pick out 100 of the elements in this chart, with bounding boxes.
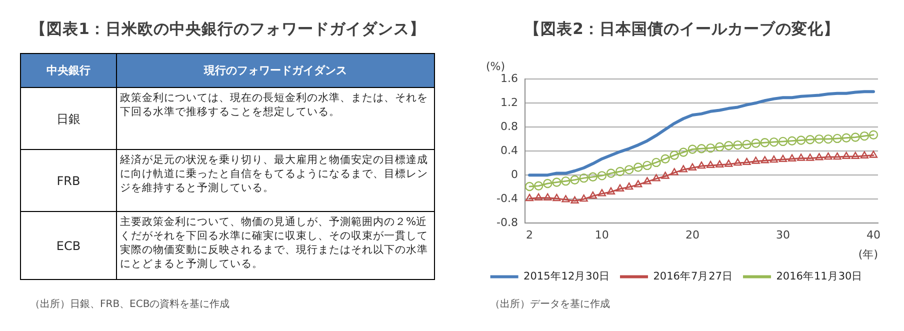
- point: [543, 178, 552, 188]
- point: [570, 175, 580, 184]
- point: [742, 158, 751, 166]
- point: [552, 194, 561, 202]
- point: [652, 158, 661, 168]
- point: [733, 140, 742, 150]
- text: （出所）日銀、FRB、ECBの資料を基に作成: [30, 298, 230, 311]
- text: 日銀: [20, 88, 116, 150]
- point: [696, 144, 706, 154]
- point: [778, 154, 788, 162]
- point: [851, 152, 860, 160]
- point: [606, 168, 616, 178]
- point: [580, 194, 588, 202]
- point: [815, 153, 824, 160]
- x-tick-label: 20: [685, 228, 700, 242]
- point: [715, 142, 724, 152]
- text: ECB: [20, 212, 116, 280]
- point: [588, 191, 597, 199]
- point: [534, 193, 543, 200]
- point: [716, 160, 724, 168]
- point: [734, 158, 742, 166]
- point: [679, 165, 688, 172]
- point: [842, 133, 851, 142]
- legend-label: 2016年7月27日: [653, 270, 734, 282]
- y-tick-label: 0.8: [500, 120, 518, 133]
- point: [860, 131, 870, 141]
- point: [524, 182, 534, 192]
- point: [706, 160, 715, 168]
- legend-label: 2015年12月30日: [524, 270, 610, 282]
- text: 主要政策金利について、物価の見通しが、予測範囲内の２%近くだがそれを下回る水準に確実に収束し、その収束が一貫して実際の物価変動に反映されるまで、現行またはそれ以下の水準にとどまると予測している。: [116, 212, 434, 280]
- point: [778, 136, 788, 146]
- x-axis-title: (年): [858, 248, 878, 261]
- point: [597, 171, 607, 180]
- point: [643, 177, 652, 184]
- text: 中央銀行: [20, 54, 116, 88]
- text: 経済が足元の状況を乗り切り、最大雇用と物価安定の目標達成に向け軌道に乗ったと自信をもてるようになるまで、目標レンジを維持すると予測している。: [116, 150, 434, 212]
- point: [661, 172, 670, 179]
- point: [570, 196, 579, 204]
- y-tick-label: 1.2: [500, 96, 518, 109]
- point: [788, 154, 796, 162]
- point: [688, 144, 698, 154]
- point: [806, 135, 815, 144]
- point: [562, 195, 570, 202]
- point: [806, 154, 814, 161]
- point: [544, 193, 552, 200]
- point: [860, 151, 868, 158]
- point: [824, 152, 832, 160]
- point: [615, 166, 625, 176]
- point: [634, 180, 642, 188]
- point: [760, 156, 769, 164]
- point: [769, 137, 779, 147]
- point: [869, 150, 878, 158]
- point: [678, 148, 688, 157]
- point: [652, 174, 660, 182]
- point: [561, 176, 570, 186]
- point: [552, 178, 562, 187]
- point: [697, 161, 706, 169]
- point: [814, 134, 824, 144]
- text: （出所）データを基に作成: [490, 298, 610, 311]
- legend-label: 2016年11月30日: [776, 270, 863, 282]
- text: 政策金利については、現在の長短金利の水準、または、それを下回る水準で推移することを想定している。: [116, 88, 434, 150]
- point: [868, 130, 878, 140]
- point: [525, 194, 534, 202]
- point: [797, 154, 806, 161]
- y-axis-title: (%): [486, 60, 506, 73]
- point: [842, 152, 850, 160]
- point: [752, 156, 760, 164]
- y-tick-label: 0: [511, 168, 518, 181]
- point: [770, 155, 778, 163]
- point: [534, 181, 544, 190]
- point: [787, 136, 797, 146]
- text: 【図表1：日米欧の中央銀行のフォワードガイダンス】: [30, 19, 426, 40]
- y-tick-label: 0.4: [500, 144, 518, 157]
- point: [616, 184, 624, 192]
- point: [670, 168, 678, 176]
- point: [625, 182, 634, 190]
- point: [742, 140, 752, 150]
- point: [670, 150, 679, 160]
- point: [724, 141, 734, 150]
- point: [824, 134, 833, 144]
- point: [624, 165, 634, 174]
- point: [832, 134, 842, 144]
- point: [724, 160, 733, 167]
- point: [634, 162, 643, 172]
- x-tick-label: 2: [526, 228, 534, 242]
- point: [588, 172, 598, 182]
- point: [660, 154, 670, 164]
- y-tick-label: -0.8: [496, 216, 518, 229]
- point: [688, 163, 697, 170]
- chart-title: 【図表2：日本国債のイールカーブの変化】: [524, 19, 840, 40]
- point: [850, 132, 860, 142]
- point: [796, 136, 806, 145]
- point: [751, 138, 760, 148]
- text: 現行のフォワードガイダンス: [116, 54, 434, 88]
- y-tick-label: 1.6: [500, 72, 518, 85]
- x-tick-label: 10: [594, 228, 609, 242]
- point: [606, 187, 616, 194]
- x-tick-label: 30: [776, 228, 790, 242]
- point: [598, 189, 606, 196]
- point: [642, 160, 652, 170]
